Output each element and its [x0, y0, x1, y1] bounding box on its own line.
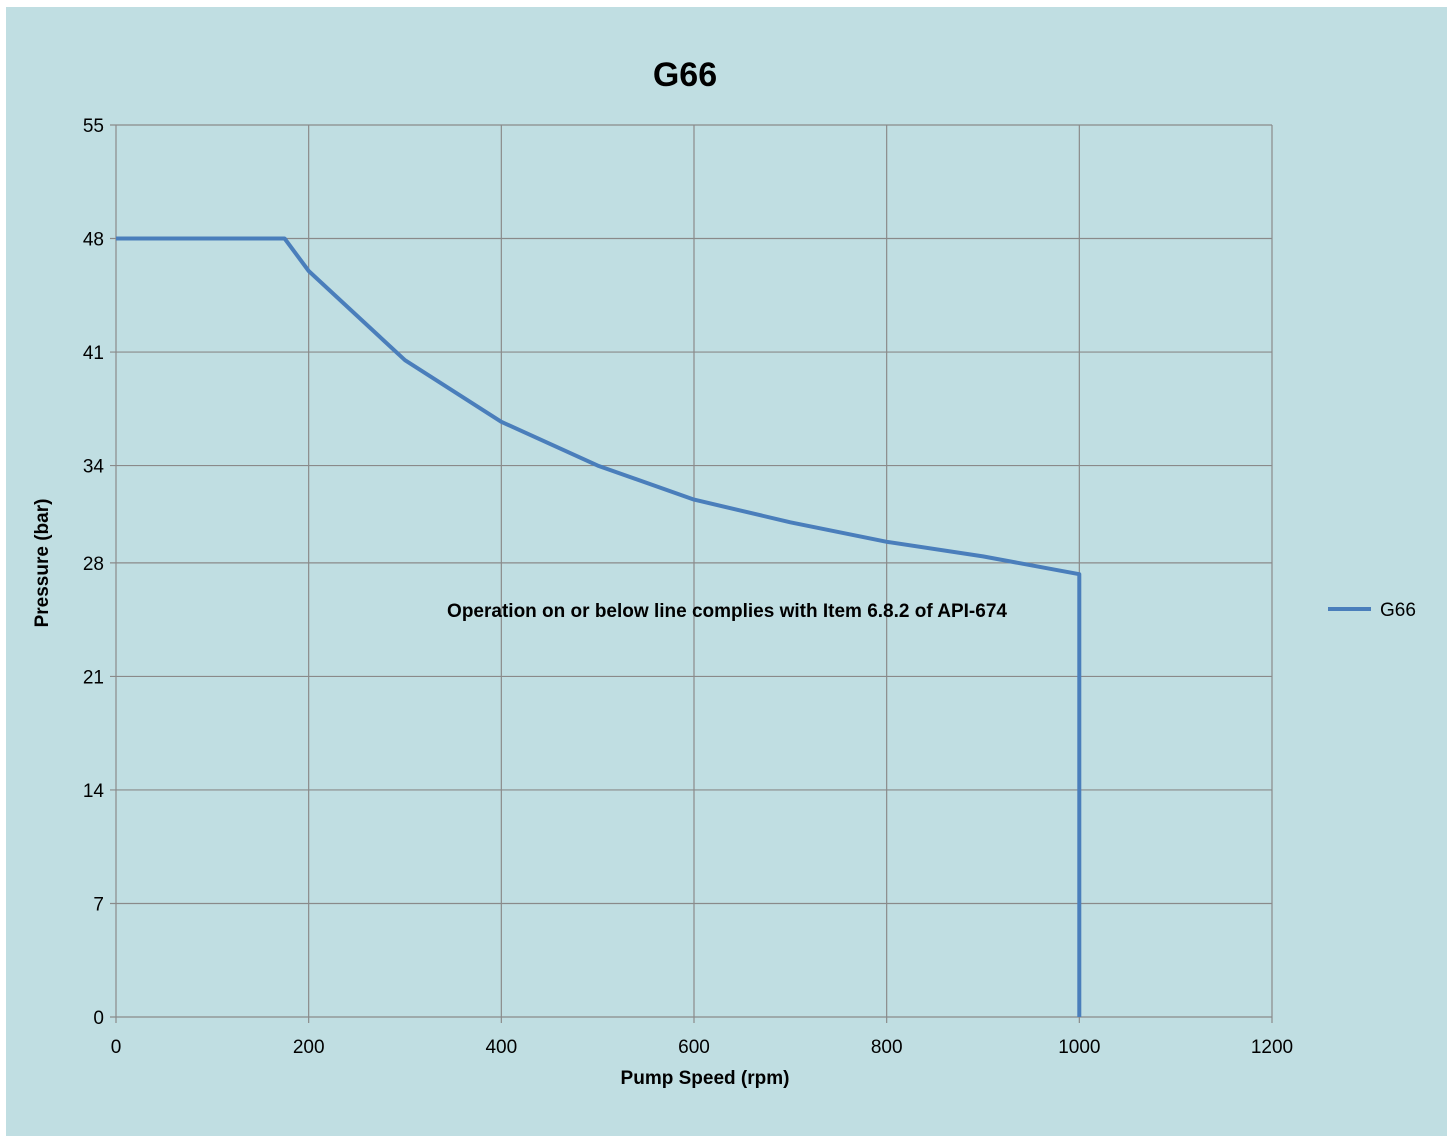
series-line-g66: [116, 236, 1082, 1017]
y-tick-label: 0: [93, 1008, 104, 1029]
x-tick-label: 400: [485, 1037, 517, 1058]
y-tick-label: 48: [83, 230, 104, 251]
chart-title: G66: [653, 56, 717, 94]
x-axis-title: Pump Speed (rpm): [621, 1068, 790, 1089]
series-lines: [116, 236, 1082, 1017]
y-tick-label: 34: [83, 457, 105, 478]
axis-ticks: 0 7 14 21 28 34 41 48 55 0 200 400 600 800 1000 1200: [83, 116, 1293, 1058]
grid: [110, 124, 1273, 1023]
y-tick-label: 28: [83, 554, 104, 575]
y-tick-label: 21: [83, 667, 104, 688]
chart-panel: 0 7 14 21 28 34 41 48 55 0 200 400 600 800 1000 1200 G6…: [6, 7, 1447, 1136]
x-tick-label: 1200: [1251, 1037, 1293, 1058]
compliance-annotation: Operation on or below line complies with…: [447, 601, 1007, 622]
legend: G66: [1328, 600, 1416, 621]
y-tick-label: 14: [83, 781, 105, 802]
x-tick-label: 0: [111, 1037, 122, 1058]
y-tick-label: 41: [83, 343, 104, 364]
legend-label: G66: [1380, 600, 1416, 621]
x-tick-label: 800: [871, 1037, 903, 1058]
y-tick-label: 7: [93, 894, 104, 915]
x-tick-label: 1000: [1058, 1037, 1100, 1058]
x-tick-label: 200: [293, 1037, 325, 1058]
y-tick-label: 55: [83, 116, 104, 137]
x-tick-label: 600: [678, 1037, 710, 1058]
y-axis-title: Pressure (bar): [32, 499, 53, 628]
chart-svg: 0 7 14 21 28 34 41 48 55 0 200 400 600 800 1000 1200 G6…: [32, 56, 1416, 1089]
